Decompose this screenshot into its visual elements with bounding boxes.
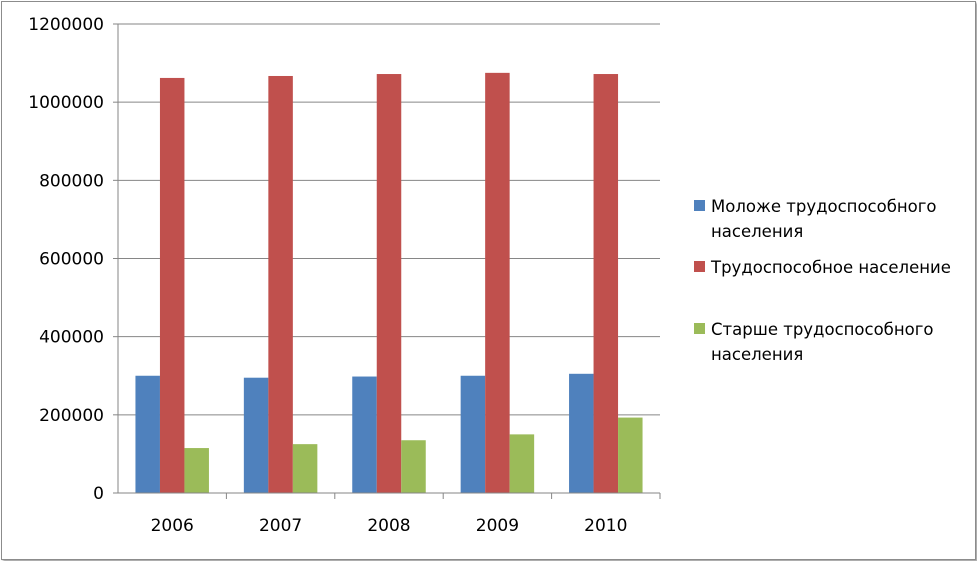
axes: [113, 23, 661, 499]
bar: [401, 440, 426, 493]
bar: [352, 376, 377, 493]
y-tick-label: 0: [93, 484, 104, 504]
legend-swatch: [694, 261, 705, 272]
legend-label: населения: [711, 222, 803, 241]
x-tick-label: 2006: [151, 516, 194, 536]
x-tick-labels: 2006 2007 2008 2009 2010: [151, 516, 628, 536]
bar: [268, 75, 293, 493]
y-tick-label: 200000: [39, 406, 104, 426]
bar: [618, 417, 643, 493]
x-tick-label: 2009: [476, 516, 519, 536]
legend-label: Моложе трудоспособного: [711, 197, 937, 216]
bar: [460, 375, 486, 493]
bar: [135, 375, 160, 493]
y-tick-label: 400000: [39, 328, 104, 348]
bar: [292, 444, 318, 493]
x-tick-label: 2010: [584, 516, 627, 536]
x-tick-label: 2007: [259, 516, 302, 536]
legend-label: Старше трудоспособного: [711, 320, 934, 339]
bar: [184, 448, 209, 493]
y-tick-label: 1200000: [28, 15, 104, 35]
bar: [485, 72, 510, 494]
bar: [593, 74, 619, 493]
y-tick-label: 600000: [39, 250, 104, 270]
bars: [135, 72, 643, 494]
y-tick-label: 800000: [39, 171, 104, 191]
y-tick-label: 1000000: [28, 93, 104, 113]
bar: [159, 77, 185, 493]
legend: Моложе трудоспособного населения Трудоспос…: [694, 197, 951, 364]
y-tick-labels: 0 200000 400000 600000 800000 1000000 1200000: [28, 15, 104, 504]
legend-swatch: [694, 323, 705, 334]
legend-swatch: [694, 200, 705, 211]
bar: [376, 74, 402, 493]
bar: [509, 434, 535, 493]
bar: [243, 377, 269, 493]
legend-label: Трудоспособное население: [710, 258, 951, 277]
x-tick-label: 2008: [367, 516, 410, 536]
bar: [569, 373, 594, 493]
legend-label: населения: [711, 345, 803, 364]
